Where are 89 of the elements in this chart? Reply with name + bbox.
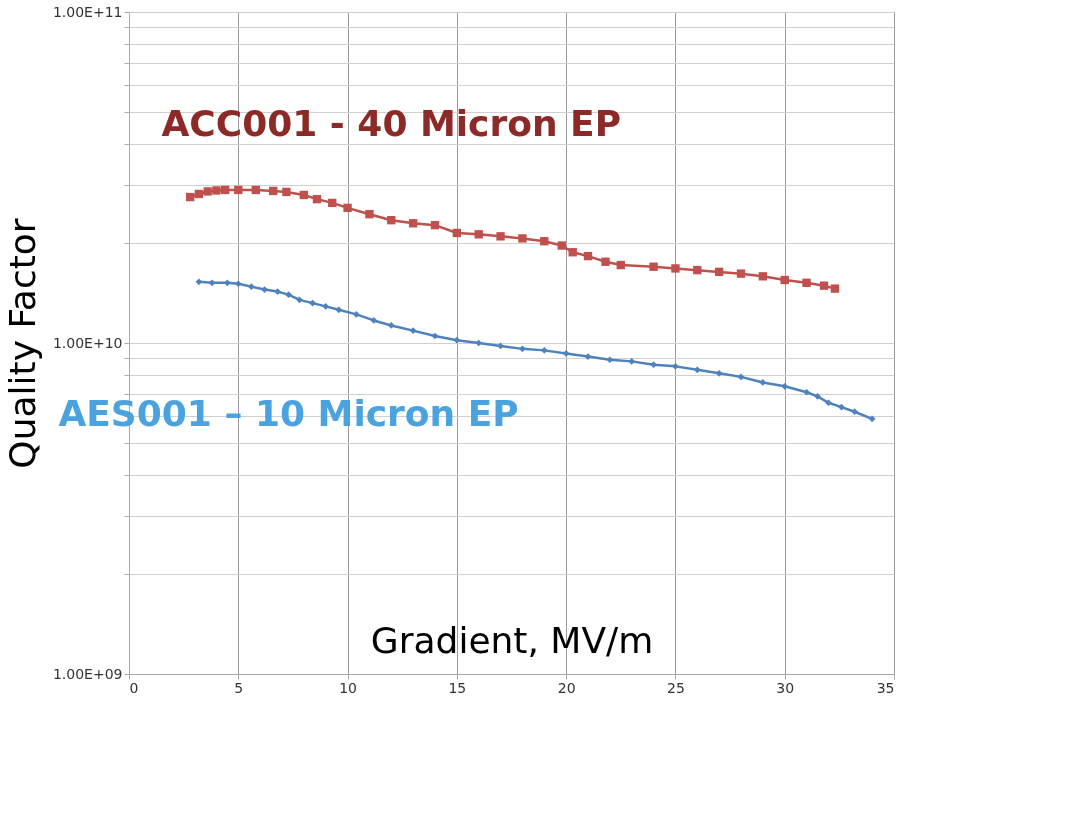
point [814, 392, 821, 400]
point [606, 356, 614, 364]
point [274, 288, 281, 295]
point [672, 363, 679, 370]
x-tick-label: 5 [234, 679, 244, 696]
point [557, 241, 566, 250]
series-label: ACC001 - 40 Micron EP [161, 103, 622, 145]
point [714, 267, 724, 277]
point [693, 265, 702, 275]
point [453, 336, 461, 344]
point [269, 186, 278, 196]
point [830, 284, 840, 293]
point [224, 279, 231, 287]
y-tick-label: 1.00E+10 [52, 334, 123, 351]
y-tick-label: 1.00E+11 [52, 3, 123, 20]
x-tick-label: 30 [776, 679, 795, 696]
point [825, 399, 832, 407]
point [819, 281, 829, 290]
x-axis-title: Gradient, MV/m [370, 619, 654, 661]
point [220, 185, 230, 195]
point [352, 311, 360, 318]
point [186, 192, 195, 202]
x-tick-label: 0 [129, 679, 139, 696]
point [780, 275, 789, 285]
point [282, 187, 291, 197]
point [312, 194, 322, 204]
x-tick-label: 35 [876, 679, 895, 696]
point [496, 232, 505, 241]
point [309, 299, 316, 307]
x-tick-label: 15 [448, 679, 467, 696]
y-tick-label: 1.00E+09 [52, 665, 123, 682]
point [335, 306, 343, 314]
point [540, 347, 548, 354]
point [452, 228, 462, 238]
point [299, 190, 309, 200]
point [195, 278, 203, 286]
point [234, 185, 243, 195]
point [583, 251, 593, 261]
x-tick-label: 20 [557, 679, 576, 696]
point [628, 358, 636, 365]
point [736, 269, 746, 278]
point [370, 317, 378, 324]
point [518, 234, 527, 243]
point [715, 369, 723, 377]
point [208, 279, 216, 287]
point [649, 262, 658, 271]
point [497, 342, 504, 350]
point [868, 415, 876, 423]
point [343, 203, 352, 213]
point [759, 379, 767, 386]
point [758, 272, 768, 281]
x-tick-label: 25 [667, 679, 685, 696]
point [781, 382, 789, 390]
point [194, 189, 204, 199]
point [365, 210, 374, 219]
point [387, 322, 395, 329]
point [328, 198, 337, 208]
point [409, 327, 417, 334]
point [475, 339, 483, 347]
point [540, 237, 549, 246]
point [431, 332, 439, 340]
point [430, 220, 440, 230]
point [234, 280, 242, 288]
point [616, 260, 625, 270]
point [737, 373, 745, 381]
point [838, 403, 845, 411]
point [803, 388, 810, 396]
point [203, 187, 212, 196]
point [601, 257, 610, 266]
point [693, 366, 701, 374]
point [851, 408, 859, 416]
y-axis-title: Quality Factor [1, 218, 43, 469]
point [562, 350, 570, 357]
point [568, 248, 577, 257]
x-tick-label: 10 [339, 679, 357, 696]
point [296, 296, 303, 304]
point [474, 230, 483, 239]
point [387, 215, 396, 225]
point [671, 264, 680, 273]
point [519, 345, 526, 353]
point [322, 303, 330, 310]
point [261, 286, 268, 293]
point [248, 283, 255, 290]
point [802, 278, 811, 287]
point [408, 219, 418, 228]
point [650, 361, 657, 369]
point [251, 185, 260, 195]
point [212, 186, 221, 195]
point [285, 291, 292, 298]
